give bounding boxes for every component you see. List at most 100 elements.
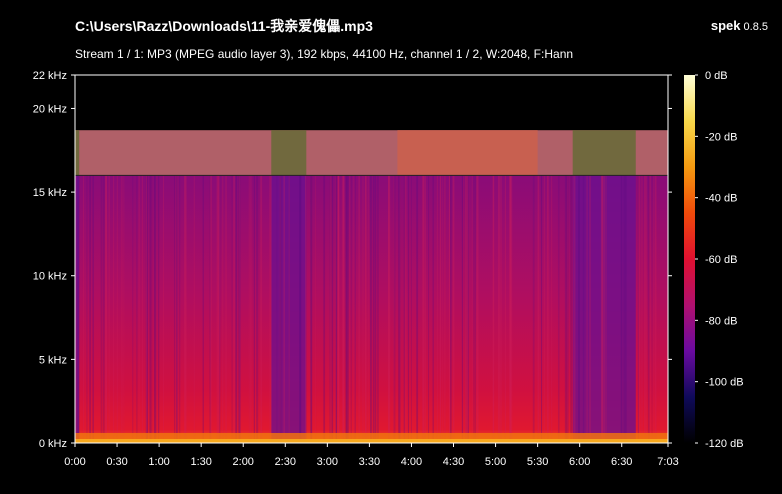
- texture-streak: [105, 175, 107, 443]
- texture-streak: [471, 175, 473, 443]
- time-tick-label: 1:00: [148, 456, 169, 468]
- texture-streak: [461, 175, 464, 443]
- texture-streak: [310, 175, 312, 443]
- texture-streak: [578, 175, 580, 443]
- texture-streak: [89, 175, 91, 443]
- texture-streak: [492, 175, 495, 443]
- texture-streak: [82, 175, 84, 443]
- texture-streak: [315, 175, 317, 443]
- texture-streak: [605, 175, 607, 443]
- spectrum-body: [75, 175, 668, 443]
- texture-streak: [342, 175, 345, 443]
- texture-streak: [217, 175, 220, 443]
- texture-streak: [439, 175, 442, 443]
- quiet-upper-band: [75, 130, 80, 176]
- texture-streak: [331, 175, 334, 443]
- quiet-upper-band: [572, 130, 636, 176]
- texture-streak: [532, 175, 535, 443]
- texture-streak: [288, 175, 290, 443]
- texture-streak: [647, 175, 650, 443]
- texture-streak: [238, 175, 241, 443]
- texture-streak: [450, 175, 451, 443]
- texture-streak: [132, 175, 134, 443]
- texture-streak: [249, 175, 252, 443]
- texture-streak: [345, 175, 348, 443]
- texture-streak: [655, 175, 657, 443]
- texture-streak: [123, 175, 125, 443]
- texture-streak: [504, 175, 506, 443]
- texture-streak: [586, 175, 588, 443]
- texture-streak: [238, 175, 240, 443]
- texture-streak: [399, 175, 401, 443]
- db-tick-label: -80 dB: [705, 315, 737, 327]
- texture-streak: [564, 175, 567, 443]
- texture-streak: [202, 175, 204, 443]
- db-tick-label: -100 dB: [705, 377, 744, 389]
- db-tick-label: 0 dB: [705, 70, 728, 82]
- texture-streak: [235, 175, 238, 443]
- texture-streak: [175, 175, 176, 443]
- texture-streak: [570, 175, 573, 443]
- quiet-section: [572, 175, 636, 443]
- time-tick-label: 2:30: [275, 456, 296, 468]
- texture-streak: [637, 175, 639, 443]
- texture-streak: [364, 175, 367, 443]
- texture-streak: [329, 175, 332, 443]
- texture-streak: [464, 175, 466, 443]
- texture-streak: [543, 175, 545, 443]
- texture-streak: [450, 175, 452, 443]
- texture-streak: [299, 175, 302, 443]
- texture-streak: [403, 175, 406, 443]
- texture-streak: [185, 175, 187, 443]
- time-tick-label: 3:00: [317, 456, 338, 468]
- texture-streak: [652, 175, 654, 443]
- texture-streak: [218, 175, 221, 443]
- texture-streak: [638, 175, 641, 443]
- time-tick-label: 6:00: [569, 456, 590, 468]
- texture-streak: [231, 175, 233, 443]
- texture-streak: [238, 175, 241, 443]
- texture-streak: [603, 175, 605, 443]
- freq-tick-label: 0 kHz: [39, 438, 67, 450]
- texture-streak: [403, 175, 405, 443]
- texture-streak: [467, 175, 469, 443]
- texture-streak: [600, 175, 604, 443]
- texture-streak: [509, 175, 511, 443]
- texture-streak: [407, 175, 410, 443]
- texture-streak: [388, 175, 391, 443]
- texture-streak: [233, 175, 236, 443]
- texture-streak: [649, 175, 652, 443]
- texture-streak: [424, 175, 426, 443]
- texture-streak: [557, 175, 560, 443]
- texture-streak: [350, 175, 352, 443]
- freq-tick-label: 22 kHz: [33, 70, 67, 82]
- texture-streak: [146, 175, 148, 443]
- texture-streak: [358, 175, 360, 443]
- quiet-section: [271, 175, 307, 443]
- time-tick-label: 3:30: [359, 456, 380, 468]
- texture-streak: [113, 175, 115, 443]
- texture-streak: [176, 175, 179, 443]
- texture-streak: [253, 175, 256, 443]
- texture-streak: [222, 175, 224, 443]
- bass-band: [75, 439, 668, 443]
- texture-streak: [154, 175, 157, 443]
- app-name: spek: [710, 18, 741, 33]
- texture-streak: [573, 175, 576, 443]
- db-tick-label: -20 dB: [705, 131, 737, 143]
- texture-streak: [349, 175, 351, 443]
- texture-streak: [346, 175, 349, 443]
- texture-streak: [404, 175, 407, 443]
- texture-streak: [365, 175, 368, 443]
- texture-streak: [651, 175, 653, 443]
- texture-streak: [566, 175, 569, 443]
- texture-streak: [337, 175, 340, 443]
- texture-streak: [445, 175, 446, 443]
- texture-streak: [624, 175, 627, 443]
- texture-streak: [323, 175, 326, 443]
- texture-streak: [86, 175, 88, 443]
- time-tick-label: 5:00: [485, 456, 506, 468]
- texture-streak: [276, 175, 278, 443]
- texture-streak: [432, 175, 434, 443]
